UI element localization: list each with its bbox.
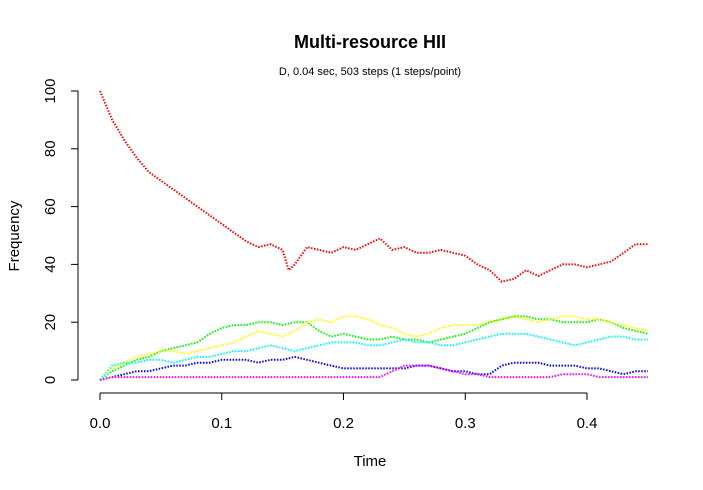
x-axis-ticks: 0.0 0.1 0.2 0.3 0.4 <box>90 393 598 432</box>
x-tick-label: 0.0 <box>90 415 111 432</box>
y-axis-ticks: 0 20 40 60 80 100 <box>42 78 78 384</box>
y-tick-label: 20 <box>42 314 59 331</box>
x-tick-label: 0.1 <box>211 415 232 432</box>
y-axis-label: Frequency <box>6 200 23 271</box>
y-tick-label: 0 <box>42 376 59 384</box>
series-line-2 <box>99 315 649 381</box>
y-tick-label: 40 <box>42 256 59 273</box>
x-tick-label: 0.4 <box>577 415 598 432</box>
series-line-1 <box>99 315 649 381</box>
series-line-0 <box>99 90 648 283</box>
x-axis-label: Time <box>354 453 387 470</box>
y-tick-label: 80 <box>42 140 59 157</box>
x-tick-label: 0.2 <box>333 415 354 432</box>
series-line-3 <box>99 332 648 381</box>
series-line-4 <box>99 355 648 381</box>
chart-subtitle: D, 0.04 sec, 503 steps (1 steps/point) <box>279 66 461 78</box>
y-tick-label: 100 <box>42 78 59 103</box>
chart-title: Multi-resource HII <box>294 32 446 52</box>
series-layer <box>99 90 649 381</box>
x-tick-label: 0.3 <box>455 415 476 432</box>
y-tick-label: 60 <box>42 198 59 215</box>
series-line-5 <box>99 364 648 381</box>
